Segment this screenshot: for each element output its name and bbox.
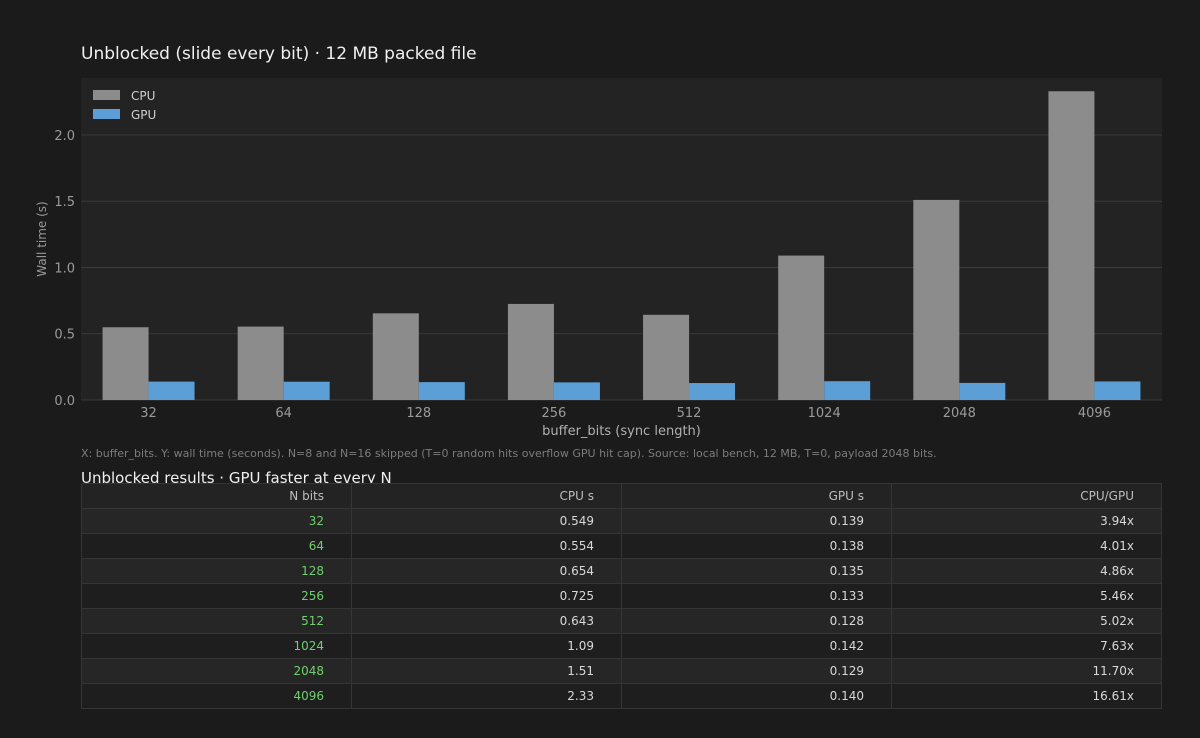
bar-chart: 0.0 0.5 1.0 1.5 2.0 32 64 128 256 512 1024 2048 4096…	[35, 89, 1162, 439]
legend-label: CPU	[131, 89, 155, 103]
cell-ratio: 3.94x	[891, 508, 1162, 534]
cell-gpu-s: 0.128	[621, 608, 892, 634]
bar-gpu	[824, 381, 871, 400]
x-tick-label: 128	[406, 406, 431, 421]
bar-cpu	[913, 199, 960, 400]
y-axis-label: Wall time (s)	[35, 201, 49, 276]
y-tick-label: 0.5	[54, 328, 75, 343]
y-tick-label: 1.0	[54, 261, 75, 276]
cell-cpu-s: 0.725	[351, 583, 622, 609]
table-row: 1024 1.09 0.142 7.63x	[81, 633, 1162, 659]
cell-cpu-s: 0.643	[351, 608, 622, 634]
x-tick-label: 32	[140, 406, 157, 421]
bar-gpu	[418, 382, 465, 400]
cell-n-bits: 128	[81, 558, 352, 584]
chart-caption: X: buffer_bits. Y: wall time (seconds). …	[81, 447, 937, 460]
bar-gpu	[148, 381, 195, 400]
cell-gpu-s: 0.139	[621, 508, 892, 534]
table-row: 128 0.654 0.135 4.86x	[81, 558, 1162, 584]
cell-n-bits: 256	[81, 583, 352, 609]
cell-ratio: 7.63x	[891, 633, 1162, 659]
cell-ratio: 4.01x	[891, 533, 1162, 559]
x-tick-label: 4096	[1078, 406, 1111, 421]
cell-gpu-s: 0.142	[621, 633, 892, 659]
cell-cpu-s: 0.654	[351, 558, 622, 584]
table-row: 512 0.643 0.128 5.02x	[81, 608, 1162, 634]
bar-cpu	[1048, 91, 1095, 400]
header-n-bits: N bits	[81, 483, 352, 509]
cell-gpu-s: 0.140	[621, 683, 892, 709]
x-tick-label: 256	[542, 406, 567, 421]
cell-n-bits: 512	[81, 608, 352, 634]
cell-ratio: 5.46x	[891, 583, 1162, 609]
table-row: 256 0.725 0.133 5.46x	[81, 583, 1162, 609]
y-tick-label: 0.0	[54, 394, 75, 409]
cell-n-bits: 2048	[81, 658, 352, 684]
cell-ratio: 4.86x	[891, 558, 1162, 584]
cell-n-bits: 64	[81, 533, 352, 559]
cell-n-bits: 4096	[81, 683, 352, 709]
bar-gpu	[553, 382, 600, 400]
legend-swatch	[93, 90, 120, 100]
bar-gpu	[689, 383, 736, 400]
legend-swatch	[93, 109, 120, 119]
y-tick-label: 1.5	[54, 195, 75, 210]
cell-cpu-s: 0.554	[351, 533, 622, 559]
cell-ratio: 16.61x	[891, 683, 1162, 709]
header-ratio: CPU/GPU	[891, 483, 1162, 509]
table-title: Unblocked results · GPU faster at every …	[81, 469, 392, 487]
table-row: 32 0.549 0.139 3.94x	[81, 508, 1162, 534]
bar-gpu	[959, 382, 1006, 400]
results-table: N bits CPU s GPU s CPU/GPU 32 0.549 0.139 3…	[81, 483, 1162, 709]
y-tick-label: 2.0	[54, 129, 75, 144]
bar-cpu	[778, 255, 825, 400]
bar-cpu	[102, 327, 149, 400]
cell-cpu-s: 1.51	[351, 658, 622, 684]
x-axis-label: buffer_bits (sync length)	[542, 424, 701, 439]
bar-gpu	[1094, 381, 1141, 400]
cell-cpu-s: 2.33	[351, 683, 622, 709]
bar-cpu	[507, 303, 554, 400]
cell-gpu-s: 0.129	[621, 658, 892, 684]
table-row: 4096 2.33 0.140 16.61x	[81, 683, 1162, 709]
cell-gpu-s: 0.135	[621, 558, 892, 584]
table-row: 2048 1.51 0.129 11.70x	[81, 658, 1162, 684]
header-gpu-s: GPU s	[621, 483, 892, 509]
cell-ratio: 11.70x	[891, 658, 1162, 684]
cell-cpu-s: 1.09	[351, 633, 622, 659]
cell-n-bits: 32	[81, 508, 352, 534]
header-cpu-s: CPU s	[351, 483, 622, 509]
cell-gpu-s: 0.138	[621, 533, 892, 559]
x-tick-label: 64	[275, 406, 292, 421]
cell-cpu-s: 0.549	[351, 508, 622, 534]
chart-title: Unblocked (slide every bit) · 12 MB pack…	[81, 44, 477, 64]
table-header-row: N bits CPU s GPU s CPU/GPU	[81, 483, 1162, 509]
legend-label: GPU	[131, 108, 156, 122]
bar-cpu	[237, 326, 284, 400]
bar-gpu	[283, 381, 330, 400]
bar-cpu	[372, 313, 419, 400]
cell-gpu-s: 0.133	[621, 583, 892, 609]
cell-n-bits: 1024	[81, 633, 352, 659]
x-tick-label: 2048	[943, 406, 976, 421]
bar-cpu	[643, 314, 690, 400]
x-tick-label: 1024	[808, 406, 841, 421]
cell-ratio: 5.02x	[891, 608, 1162, 634]
x-tick-label: 512	[677, 406, 702, 421]
table-row: 64 0.554 0.138 4.01x	[81, 533, 1162, 559]
